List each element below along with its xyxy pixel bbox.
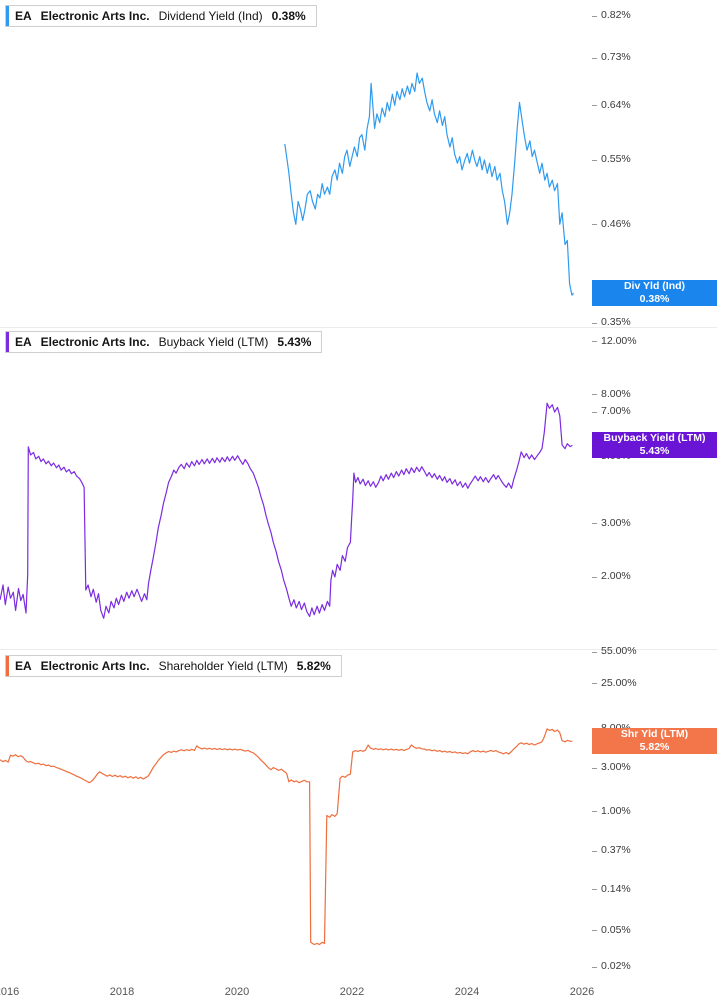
panel-divider <box>0 327 717 328</box>
series-color-stripe <box>6 332 9 352</box>
badge-label: Buyback Yield (LTM) <box>603 432 706 444</box>
company-name: Electronic Arts Inc. <box>40 659 150 673</box>
badge-value: 5.82% <box>639 741 670 753</box>
company-name: Electronic Arts Inc. <box>40 9 150 23</box>
x-tick-label: 2024 <box>454 986 480 998</box>
x-tick-label: 2018 <box>109 986 135 998</box>
legend-shareholder-yield[interactable]: EA Electronic Arts Inc. Shareholder Yiel… <box>5 655 342 677</box>
badge-value: 0.38% <box>639 293 670 305</box>
x-tick-label: 2022 <box>339 986 365 998</box>
badge-label: Shr Yld (LTM) <box>620 728 689 740</box>
series-line-dividend-yield <box>284 72 575 296</box>
metric-name: Dividend Yield (Ind) <box>158 9 263 23</box>
legend-dividend-yield[interactable]: EA Electronic Arts Inc. Dividend Yield (… <box>5 5 317 27</box>
metric-name: Buyback Yield (LTM) <box>158 335 269 349</box>
company-name: Electronic Arts Inc. <box>40 335 150 349</box>
x-tick-label: 2026 <box>569 986 595 998</box>
axis-badge-div-yld: Div Yld (Ind) 0.38% <box>592 280 717 306</box>
series-color-stripe <box>6 6 9 26</box>
metric-value: 5.82% <box>296 659 331 673</box>
ticker: EA <box>15 659 32 673</box>
badge-label: Div Yld (Ind) <box>623 280 686 292</box>
badge-value: 5.43% <box>639 445 670 457</box>
series-line-buyback-yield <box>0 402 573 619</box>
metric-name: Shareholder Yield (LTM) <box>158 659 288 673</box>
metric-value: 5.43% <box>277 335 312 349</box>
ticker: EA <box>15 335 32 349</box>
x-tick-label: 2016 <box>0 986 20 998</box>
axis-badge-buyback-yield: Buyback Yield (LTM) 5.43% <box>592 432 717 458</box>
panel-divider <box>0 649 717 650</box>
metric-value: 0.38% <box>271 9 306 23</box>
axis-badge-shr-yld: Shr Yld (LTM) 5.82% <box>592 728 717 754</box>
legend-buyback-yield[interactable]: EA Electronic Arts Inc. Buyback Yield (L… <box>5 331 323 353</box>
ticker: EA <box>15 9 32 23</box>
x-axis: 2016 2018 2020 2022 2024 2026 <box>0 986 717 1004</box>
series-line-shareholder-yield <box>0 728 573 946</box>
series-color-stripe <box>6 656 9 676</box>
x-tick-label: 2020 <box>224 986 250 998</box>
